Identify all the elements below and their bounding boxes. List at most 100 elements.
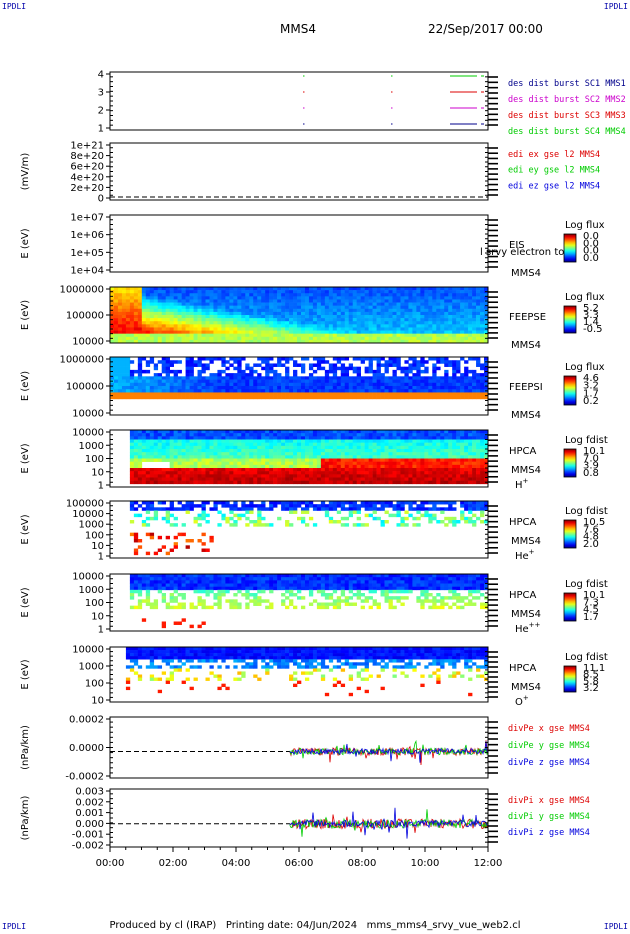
heatmap-cell [145, 449, 151, 453]
heatmap-cell [145, 510, 151, 514]
heatmap-cell [408, 464, 413, 469]
heatmap-cell [197, 373, 202, 377]
heatmap-cell [265, 382, 270, 387]
heatmap-cell [460, 376, 465, 380]
heatmap-cell [265, 287, 270, 291]
heatmap-cell [344, 386, 350, 390]
heatmap-cell [392, 436, 397, 440]
heatmap-cell [257, 327, 262, 331]
heatmap-cell [221, 290, 226, 294]
heatmap-cell [424, 315, 429, 319]
heatmap-cell [428, 382, 433, 387]
heatmap-cell [384, 468, 389, 472]
heatmap-cell [368, 449, 373, 453]
heatmap-cell [233, 439, 238, 443]
heatmap-cell [432, 386, 437, 390]
heatmap-cell [476, 516, 481, 521]
heatmap-cell [332, 296, 338, 300]
heatmap-cell [484, 305, 489, 310]
heatmap-cell [285, 327, 290, 331]
heatmap-cell [153, 308, 159, 313]
heatmap-cell [468, 296, 473, 300]
heatmap-cell [472, 430, 477, 434]
heatmap-cell [420, 296, 425, 300]
heatmap-cell [440, 299, 445, 303]
heatmap-cell [253, 330, 258, 334]
heatmap-cell [173, 290, 178, 294]
heatmap-cell [304, 480, 310, 485]
heatmap-cell [460, 324, 465, 328]
heatmap-cell [153, 433, 159, 437]
heatmap-cell [328, 439, 334, 443]
heatmap-cell [372, 439, 377, 443]
heatmap-cell [205, 455, 210, 459]
heatmap-cell [245, 474, 250, 478]
heatmap-cell [392, 461, 397, 466]
heatmap-cell [165, 324, 170, 328]
heatmap-cell [376, 330, 381, 334]
heatmap-cell [376, 471, 381, 475]
heatmap-cell [412, 382, 417, 387]
heatmap-cell [448, 461, 453, 466]
heatmap-cell [468, 436, 473, 440]
heatmap-cell [153, 386, 159, 390]
heatmap-cell [336, 464, 342, 469]
heatmap-cell [217, 395, 222, 400]
heatmap-cell [189, 330, 194, 334]
heatmap-cell [472, 477, 477, 481]
heatmap-cell [412, 386, 417, 390]
heatmap-cell [245, 311, 250, 316]
heatmap-cell [332, 308, 338, 313]
heatmap-cell [221, 386, 226, 390]
heatmap-cell [412, 507, 417, 511]
heatmap-cell [177, 449, 182, 453]
heatmap-cell [273, 395, 278, 400]
heatmap-cell [201, 542, 206, 546]
heatmap-cell [300, 449, 306, 453]
heatmap-cell [125, 360, 131, 364]
heatmap-cell [285, 386, 290, 390]
heatmap-cell [396, 299, 401, 303]
heatmap-cell [380, 290, 385, 294]
heatmap-cell [460, 305, 465, 310]
heatmap-cell [456, 327, 461, 331]
heatmap-cell [273, 339, 278, 344]
heatmap-cell [472, 315, 477, 319]
heatmap-cell [336, 480, 342, 485]
heatmap-cell [412, 324, 417, 328]
heatmap-cell [376, 296, 381, 300]
heatmap-cell [145, 302, 151, 306]
heatmap-cell [297, 392, 302, 396]
heatmap-cell [316, 436, 322, 440]
heatmap-cell [336, 471, 342, 475]
heatmap-cell [153, 507, 159, 511]
heatmap-cell [249, 386, 254, 390]
heatmap-cell [169, 471, 174, 475]
heatmap-cell [480, 501, 485, 505]
heatmap-cell [308, 471, 314, 475]
heatmap-cell [293, 392, 298, 396]
heatmap-cell [444, 468, 449, 472]
heatmap-cell [344, 455, 350, 459]
heatmap-cell [420, 302, 425, 306]
heatmap-cell [249, 455, 254, 459]
heatmap-cell [360, 392, 365, 396]
heatmap-cell [452, 468, 457, 472]
heatmap-cell [261, 395, 266, 400]
heatmap-cell [185, 305, 190, 310]
heatmap-cell [396, 296, 401, 300]
heatmap-cell [420, 333, 425, 338]
heatmap-cell [472, 318, 477, 322]
heatmap-cell [304, 315, 310, 319]
heatmap-cell [209, 308, 214, 313]
heatmap-cell [129, 302, 135, 306]
colorbar-tick: 7.0 [583, 453, 599, 464]
heatmap-cell [157, 333, 163, 338]
heatmap-cell [241, 464, 246, 469]
heatmap-cell [420, 395, 425, 400]
heatmap-cell [308, 430, 314, 434]
heatmap-cell [412, 357, 417, 361]
heatmap-cell [121, 302, 127, 306]
heatmap-cell [201, 339, 206, 344]
heatmap-cell [161, 507, 167, 511]
